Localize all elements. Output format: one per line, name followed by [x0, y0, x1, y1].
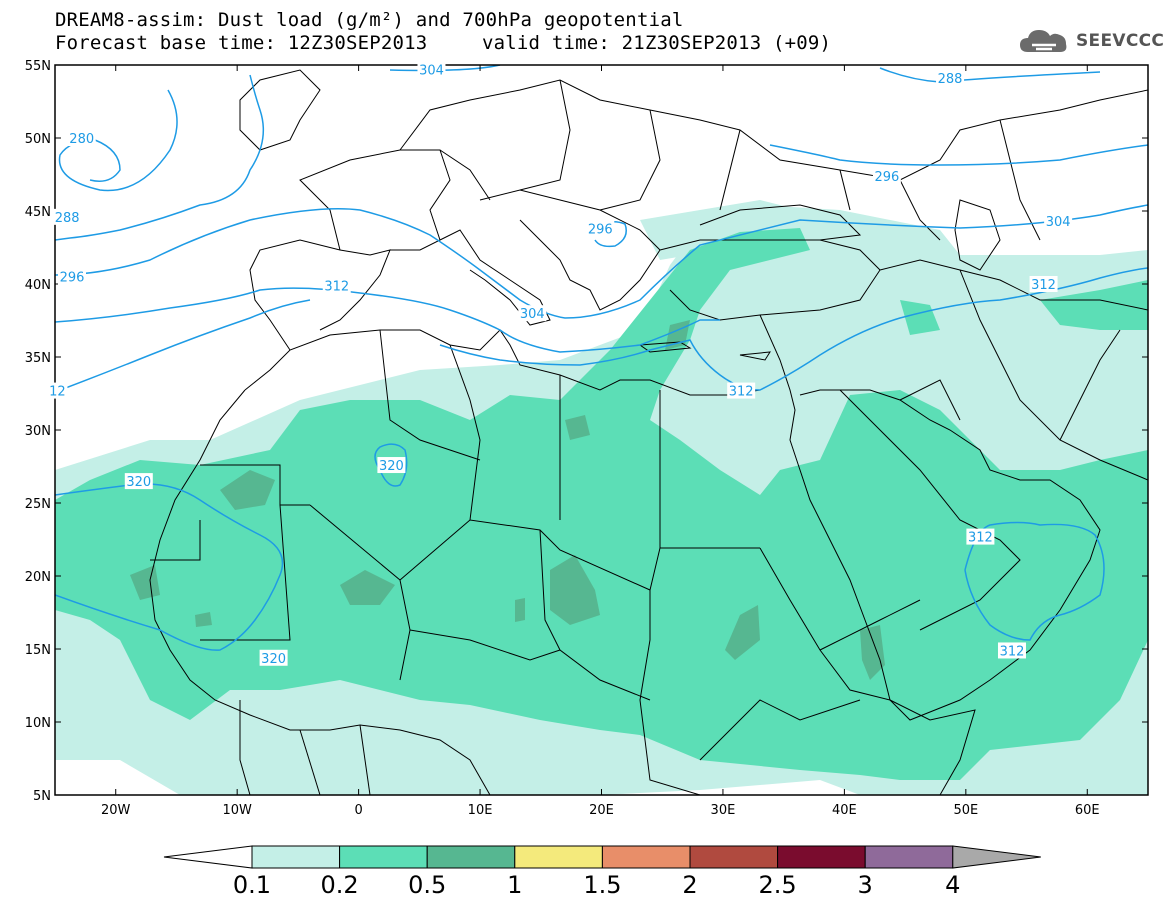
- contour-label: 288: [938, 72, 963, 87]
- colorbar-label: 2: [682, 871, 697, 899]
- colorbar-label: 1.5: [583, 871, 621, 899]
- contour-label: 312: [729, 385, 754, 400]
- seevccc-logo: SEEVCCC: [1018, 24, 1164, 58]
- contour-label: 280: [69, 132, 94, 147]
- x-tick-label: 50E: [953, 803, 978, 818]
- contour-label-bg: [966, 528, 995, 545]
- contour-label: 304: [520, 307, 545, 322]
- contour-label-bg: [518, 305, 547, 322]
- colorbar-high-triangle: [952, 845, 1041, 869]
- contour-label-bg: [586, 220, 615, 237]
- contour-label-bg: [936, 70, 965, 87]
- contour-label-bg: [997, 642, 1026, 659]
- x-tick-label: 60E: [1075, 803, 1100, 818]
- x-tick-label: 10E: [468, 803, 493, 818]
- x-axis-ticks: 20W 10W 0 10E 20E 30E 40E 50E 60E: [101, 65, 1100, 818]
- contour-label-bg: [1029, 276, 1058, 292]
- contour-label: 304: [1046, 215, 1071, 230]
- x-tick-label: 30E: [711, 803, 736, 818]
- colorbar-segment: [251, 845, 341, 869]
- contour-label-bg: [259, 649, 288, 666]
- contour-label: 320: [261, 652, 286, 667]
- contour-label: 304: [419, 63, 444, 78]
- contour-label-bg: [377, 457, 406, 474]
- colorbar-label: 2.5: [759, 871, 797, 899]
- geopotential-contours: [55, 65, 1148, 651]
- contour-label: 312: [1031, 278, 1056, 293]
- colorbar-segment: [514, 845, 603, 869]
- contour-label: 296: [874, 170, 899, 185]
- y-tick-label: 35N: [25, 351, 51, 366]
- contour-label: 296: [60, 271, 85, 286]
- y-tick-label: 15N: [25, 643, 51, 658]
- contour-label-bg: [67, 130, 96, 146]
- colorbar: 0.1 0.2 0.5 1 1.5 2 2.5 3 4: [163, 845, 1041, 899]
- colorbar-segment: [864, 845, 954, 869]
- contour-label-bg: [124, 473, 153, 490]
- colorbar-label: 1: [507, 871, 522, 899]
- y-tick-label: 30N: [25, 424, 51, 439]
- x-tick-label: 40E: [832, 803, 857, 818]
- y-tick-label: 45N: [25, 205, 51, 220]
- contour-label-bg: [872, 167, 901, 184]
- colorbar-segment: [339, 845, 428, 869]
- dust-layer-dark: [130, 320, 885, 680]
- valid-time: valid time: 21Z30SEP2013 (+09): [482, 32, 832, 54]
- colorbar-segment: [426, 845, 516, 869]
- contour-label: 320: [126, 475, 151, 490]
- y-tick-label: 5N: [33, 789, 51, 804]
- contour-label: 288: [55, 211, 80, 226]
- colorbar-label: 0.1: [233, 871, 271, 899]
- contour-label-bg: [727, 382, 756, 399]
- colorbar-segment: [777, 845, 866, 869]
- colorbar-label: 3: [858, 871, 873, 899]
- colorbar-segment: [601, 845, 691, 869]
- y-tick-label: 50N: [25, 132, 51, 147]
- contour-label-bg: [322, 277, 351, 294]
- map-panel: [55, 65, 1148, 795]
- contour-label-bg: [53, 208, 82, 225]
- x-tick-label: 10W: [222, 803, 252, 818]
- contour-label: 12: [49, 385, 66, 400]
- cloud-icon: [1020, 30, 1067, 52]
- contour-label: 312: [324, 279, 349, 294]
- contour-label: 312: [968, 531, 993, 546]
- contour-label-bg: [58, 268, 87, 285]
- colorbar-label: 0.5: [408, 871, 446, 899]
- forecast-base-time: Forecast base time: 12Z30SEP2013: [55, 32, 428, 54]
- x-tick-label: 0: [354, 803, 362, 818]
- contour-label-bg: [1044, 213, 1073, 230]
- chart-title: DREAM8-assim: Dust load (g/m²) and 700hP…: [55, 9, 684, 31]
- contour-label-bg: [47, 382, 68, 399]
- colorbar-label: 0.2: [321, 871, 359, 899]
- contour-label-bg: [417, 61, 446, 78]
- x-tick-label: 20W: [101, 803, 131, 818]
- colorbar-segment: [689, 845, 779, 869]
- contour-label: 320: [379, 459, 404, 474]
- y-tick-label: 10N: [25, 716, 51, 731]
- y-tick-label: 40N: [25, 278, 51, 293]
- y-axis-ticks: 55N 50N 45N 40N 35N 30N 25N 20N 15N 10N 5N: [25, 59, 1148, 804]
- y-tick-label: 55N: [25, 59, 51, 74]
- x-tick-label: 20E: [589, 803, 614, 818]
- y-tick-label: 25N: [25, 497, 51, 512]
- colorbar-low-triangle: [163, 845, 253, 869]
- contour-label: 296: [588, 223, 613, 238]
- contour-label: 312: [1000, 644, 1025, 659]
- contour-labels: 304 288 280 296 288 304 296 296 312 312 304 312 12 32…: [47, 61, 1073, 667]
- logo-text: SEEVCCC: [1076, 31, 1165, 51]
- colorbar-label: 4: [945, 871, 960, 899]
- y-tick-label: 20N: [25, 570, 51, 585]
